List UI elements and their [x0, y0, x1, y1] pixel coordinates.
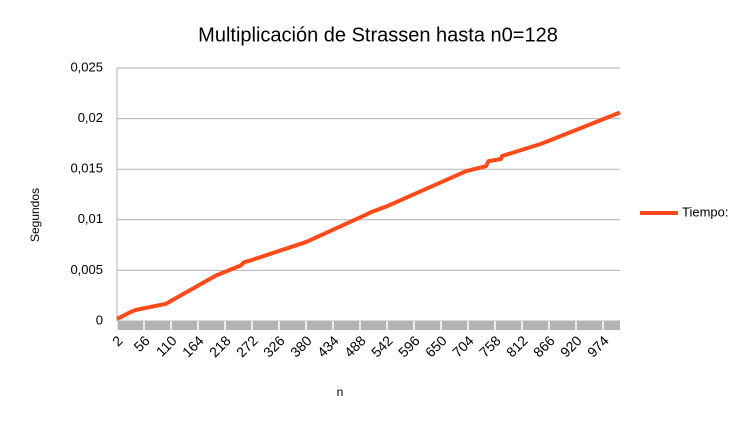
y-tick-label: 0,01 — [78, 211, 103, 226]
x-tick-label: 218 — [206, 332, 234, 360]
x-axis-label: n — [337, 385, 344, 399]
x-tick-label: 920 — [557, 332, 585, 360]
data-line — [116, 110, 621, 321]
chart-title: Multiplicación de Strassen hasta n0=128 — [198, 24, 558, 46]
legend-label: Tiempo: — [682, 204, 728, 219]
x-tick-label: 434 — [314, 332, 342, 360]
x-tick-label: 866 — [530, 332, 558, 360]
x-tick-label: 974 — [584, 332, 612, 360]
y-tick-label: 0,025 — [70, 59, 103, 74]
x-tick-label: 758 — [476, 332, 504, 360]
y-tick-label: 0,02 — [78, 110, 103, 125]
x-tick-label: 272 — [233, 332, 261, 360]
x-tick-label: 56 — [130, 332, 152, 354]
x-tick-label: 110 — [153, 332, 180, 359]
x-tick-label: 488 — [341, 332, 369, 360]
y-axis-label: Segundos — [28, 188, 42, 242]
y-tick-label: 0,005 — [70, 262, 103, 277]
x-axis-band — [117, 321, 620, 330]
y-tick-label: 0,015 — [70, 161, 103, 176]
x-tick-label: 596 — [395, 332, 423, 360]
x-tick-label: 326 — [260, 332, 288, 360]
y-tick-label: 0 — [96, 312, 103, 327]
x-tick-label: 380 — [287, 332, 315, 360]
x-tick-label: 542 — [368, 332, 396, 360]
x-tick-label: 164 — [179, 332, 207, 360]
x-tick-label: 2 — [109, 332, 126, 349]
x-tick-label: 704 — [449, 332, 477, 360]
x-tick-label: 812 — [503, 332, 531, 360]
x-tick-label: 650 — [422, 332, 450, 360]
